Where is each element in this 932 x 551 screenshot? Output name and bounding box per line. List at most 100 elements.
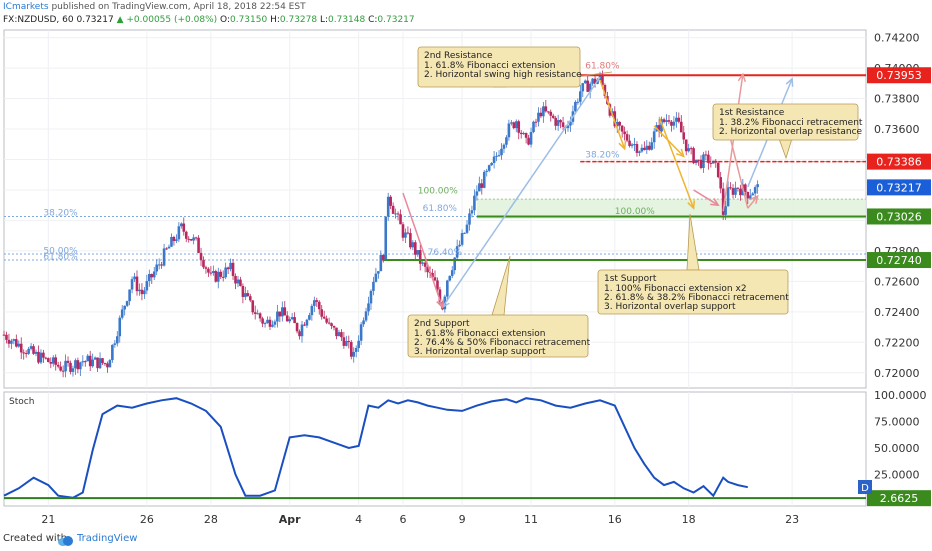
- candle-body: [24, 353, 28, 355]
- price-tag-label: 0.73217: [876, 181, 922, 194]
- candle-body: [633, 144, 636, 146]
- price-axis: 0.742000.740000.738000.736000.734000.732…: [867, 32, 931, 380]
- candle-body: [510, 122, 513, 124]
- candle-body: [69, 362, 72, 372]
- candle-body: [751, 193, 755, 196]
- candle-body: [672, 121, 676, 126]
- candle-body: [19, 343, 23, 353]
- candle-body: [113, 343, 117, 345]
- candle-body: [396, 213, 400, 215]
- candle-body: [303, 324, 306, 326]
- candle-body: [487, 165, 491, 171]
- candle-body: [379, 254, 383, 272]
- publisher-link[interactable]: ICmarkets: [3, 2, 49, 12]
- candle-body: [352, 351, 356, 357]
- candle-body: [514, 121, 518, 129]
- stoch-tick-label: 75.0000: [874, 416, 920, 429]
- candle-body: [625, 134, 629, 141]
- callout-line: 3. Horizontal overlap support: [604, 302, 736, 312]
- time-tick-label: 11: [524, 513, 538, 526]
- candle-body: [497, 155, 501, 157]
- candle-body: [143, 290, 146, 295]
- orange-arrow-head: [618, 140, 627, 151]
- candle-body: [721, 188, 725, 215]
- candle-body: [347, 341, 351, 343]
- candle-body: [537, 112, 540, 122]
- candle-body: [310, 305, 314, 316]
- candle-body: [460, 233, 464, 245]
- candle-body: [413, 242, 417, 255]
- candle-body: [47, 358, 50, 363]
- candle-body: [630, 144, 634, 146]
- candle-body: [125, 301, 129, 306]
- candle-body: [120, 309, 124, 318]
- candle-body: [354, 348, 358, 352]
- candle-body: [367, 303, 370, 312]
- candle-body: [421, 262, 424, 264]
- chart-header: ICmarkets published on TradingView.com, …: [0, 0, 932, 30]
- candle-body: [2, 334, 6, 336]
- callout-title: 1st Support: [604, 274, 657, 284]
- price-tag: [867, 67, 931, 84]
- candle-body: [593, 78, 597, 84]
- candle-body: [359, 324, 363, 341]
- candle-body: [670, 121, 673, 126]
- candle-body: [123, 305, 126, 310]
- candle-body: [177, 226, 181, 240]
- symbol-label: FX:NZDUSD, 60: [3, 15, 74, 25]
- candle-body: [322, 316, 326, 319]
- close-value: 0.73217: [377, 15, 415, 25]
- candle-body: [640, 147, 644, 152]
- candle-body: [450, 270, 454, 276]
- candle-body: [463, 232, 466, 234]
- candle-body: [465, 224, 469, 233]
- candle-body: [162, 248, 166, 266]
- created-with-text: Created with: [3, 533, 67, 544]
- candle-body: [433, 277, 437, 281]
- candle-body: [542, 106, 545, 117]
- candle-body: [138, 289, 141, 292]
- candle-body: [325, 318, 328, 323]
- stoch-value-label: 2.6625: [880, 492, 919, 505]
- candle-body: [42, 352, 45, 358]
- candle-body: [416, 250, 420, 255]
- candle-body: [251, 300, 255, 313]
- candle-body: [746, 191, 750, 199]
- candle-body: [202, 260, 205, 268]
- stoch-tick-label: 100.0000: [874, 389, 927, 402]
- orange-arrow-head: [687, 200, 696, 210]
- fib-label: 38.20%: [43, 208, 78, 218]
- candle-body: [76, 360, 80, 370]
- candle-body: [438, 289, 442, 303]
- candle-body: [172, 236, 176, 241]
- candle-body: [549, 111, 553, 116]
- tradingview-link[interactable]: TradingView: [77, 533, 138, 544]
- candle-body: [470, 210, 474, 214]
- candle-body: [32, 346, 35, 354]
- candle-body: [278, 311, 282, 317]
- candle-body: [258, 313, 262, 319]
- candle-body: [295, 323, 299, 332]
- candle-body: [628, 140, 631, 146]
- d-badge-label: D: [861, 483, 869, 494]
- candle-body: [675, 117, 678, 122]
- candle-body: [544, 106, 548, 112]
- candle-body: [650, 142, 654, 150]
- candle-body: [320, 309, 324, 317]
- candle-body: [455, 246, 459, 258]
- candle-body: [273, 321, 277, 325]
- candle-body: [253, 312, 257, 314]
- candle-body: [478, 183, 481, 192]
- candle-body: [485, 170, 489, 172]
- candle-body: [96, 357, 99, 369]
- candle-body: [603, 85, 607, 97]
- candle-body: [458, 244, 461, 247]
- candle-body: [241, 285, 245, 297]
- candle-body: [583, 80, 587, 84]
- candle-body: [93, 357, 97, 360]
- candle-body: [108, 360, 112, 368]
- fib-label: 61.80%: [43, 253, 78, 263]
- candle-body: [581, 83, 585, 92]
- pink-projection-line: [727, 128, 749, 209]
